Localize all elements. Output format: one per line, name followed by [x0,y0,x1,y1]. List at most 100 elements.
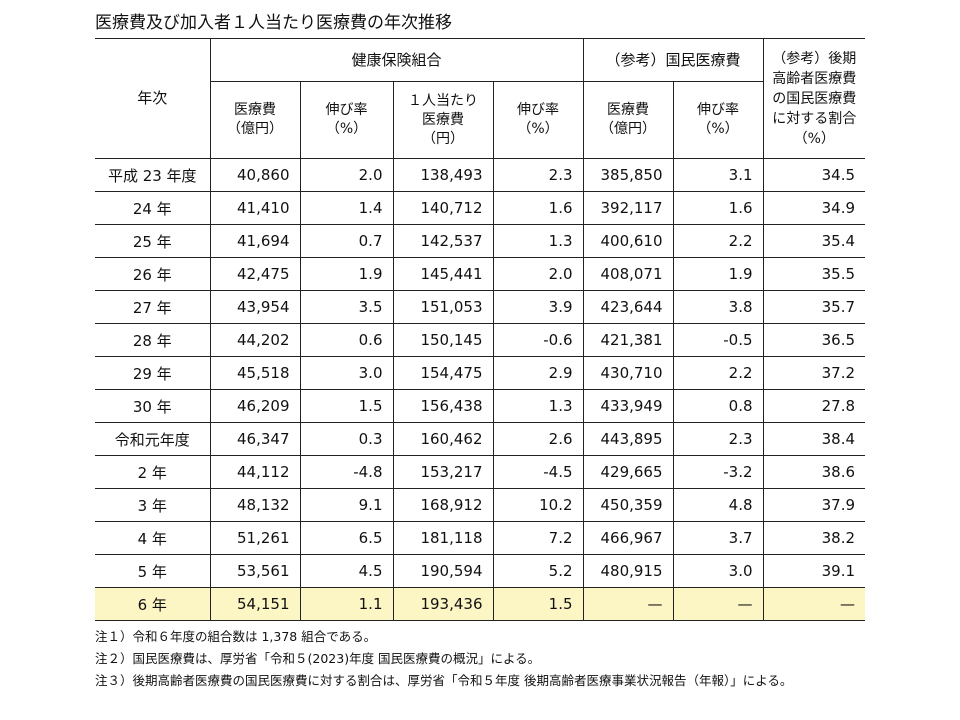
table-cell: 35.5 [762,257,866,291]
table-cell: 2.2 [672,224,764,258]
header-cell: 年次 [95,38,210,159]
table-row: 27 年 43,954 3.5 151,053 3.9 423,644 3.8 35.7 [95,290,866,324]
table-cell: -4.5 [492,455,584,489]
table-cell: 29 年 [95,356,210,390]
table-cell: 142,537 [392,224,493,258]
table-cell: 44,202 [209,323,300,357]
table-row: 令和元年度 46,347 0.3 160,462 2.6 443,895 2.3 38.4 [95,422,866,456]
header-line: （%） [325,121,368,137]
table-cell: 3.0 [299,356,393,390]
table-cell: 48,132 [209,488,300,522]
table-cell: 27.8 [762,389,866,423]
header-line: （億円） [227,121,283,137]
table-cell: 38.2 [762,521,866,555]
header-cell: 伸び率 （%） [672,81,764,159]
table-cell: 392,117 [582,191,674,225]
table-cell: 6.5 [299,521,393,555]
table-cell: -0.5 [672,323,764,357]
table-cell: 3.0 [672,554,764,588]
table-cell: 34.9 [762,191,866,225]
table-cell: 4 年 [95,521,210,555]
table-cell: 150,145 [392,323,493,357]
table-cell: 53,561 [209,554,300,588]
header-cell: （参考）後期 高齢者医療費 の国民医療費 に対する割合 （%） [762,38,866,159]
table-cell: 1.1 [299,587,393,621]
table-cell: 2.3 [672,422,764,456]
table-cell: 480,915 [582,554,674,588]
table-row: 3 年 48,132 9.1 168,912 10.2 450,359 4.8 37.9 [95,488,866,522]
table-cell: 35.7 [762,290,866,324]
header-line: （億円） [600,121,657,137]
table-cell: 385,850 [582,158,674,192]
table-cell: 1.5 [299,389,393,423]
table-cell: 2.0 [299,158,393,192]
table-cell: — [672,587,764,621]
table-cell: 3.9 [492,290,584,324]
table-cell: 429,665 [582,455,674,489]
table-header: 年次 健康保険組合 （参考）国民医療費 （参考）後期 高齢者医療費 の国民医療費 に対… [95,38,866,159]
note: 注３）後期高齢者医療費の国民医療費に対する割合は、厚労省「令和５年度 後期高齢者… [95,673,793,688]
table-cell: 30 年 [95,389,210,423]
table-cell: 400,610 [582,224,674,258]
table-cell: 4.5 [299,554,393,588]
table-cell: 2 年 [95,455,210,489]
table-cell: 1.6 [672,191,764,225]
table-cell: 24 年 [95,191,210,225]
table-cell: 151,053 [392,290,493,324]
header-cell: （参考）国民医療費 [582,38,764,82]
table-cell: 0.6 [299,323,393,357]
header-line: 医療費 [607,102,650,118]
note: 注１）令和６年度の組合数は 1,378 組合である。 [95,629,377,644]
table-row: 4 年 51,261 6.5 181,118 7.2 466,967 3.7 38.2 [95,521,866,555]
table-cell: 4.8 [672,488,764,522]
table-cell: 37.9 [762,488,866,522]
note: 注２）国民医療費は、厚労省「令和５(2023)年度 国民医療費の概況」による。 [95,651,541,666]
table-cell: 193,436 [392,587,493,621]
header-line: （参考）後期 [772,50,857,67]
table-cell: 1.6 [492,191,584,225]
header-cell: 医療費 （億円） [582,81,674,159]
table-row: 30 年 46,209 1.5 156,438 1.3 433,949 0.8 27.8 [95,389,866,423]
title: 医療費及び加入者１人当たり医療費の年次推移 [95,13,452,33]
table-cell: 5 年 [95,554,210,588]
table-cell: 43,954 [209,290,300,324]
header-line: の国民医療費 [772,90,857,107]
table-cell: 38.6 [762,455,866,489]
header-cell: 医療費 （億円） [209,81,300,159]
table-cell: 433,949 [582,389,674,423]
header-line: 医療費 [422,111,464,128]
table-cell: 154,475 [392,356,493,390]
table-cell: 38.4 [762,422,866,456]
table-cell: 46,347 [209,422,300,456]
table-cell: 41,694 [209,224,300,258]
table-cell: 3 年 [95,488,210,522]
header-line: （円） [422,130,464,147]
header-line: に対する割合 [772,110,857,127]
table-cell: 平成 23 年度 [95,158,210,192]
table-cell: 190,594 [392,554,493,588]
table-cell: 45,518 [209,356,300,390]
table-cell: 2.9 [492,356,584,390]
table-cell: 10.2 [492,488,584,522]
header-line: 医療費 [234,102,276,118]
table-cell: 3.8 [672,290,764,324]
table-cell: 令和元年度 [95,422,210,456]
table-cell: 408,071 [582,257,674,291]
table-cell: 0.3 [299,422,393,456]
table-cell: 36.5 [762,323,866,357]
table-cell: 1.5 [492,587,584,621]
table-cell: 156,438 [392,389,493,423]
table-cell: 46,209 [209,389,300,423]
table-cell: 26 年 [95,257,210,291]
table-row: 6 年 54,151 1.1 193,436 1.5— — — [95,587,866,621]
table-cell: 421,381 [582,323,674,357]
table-cell: 1.9 [299,257,393,291]
table-cell: — [762,587,866,621]
header-line: １人当たり [408,92,478,109]
table-cell: 9.1 [299,488,393,522]
table-cell: 34.5 [762,158,866,192]
table-cell: 44,112 [209,455,300,489]
table-cell: 168,912 [392,488,493,522]
